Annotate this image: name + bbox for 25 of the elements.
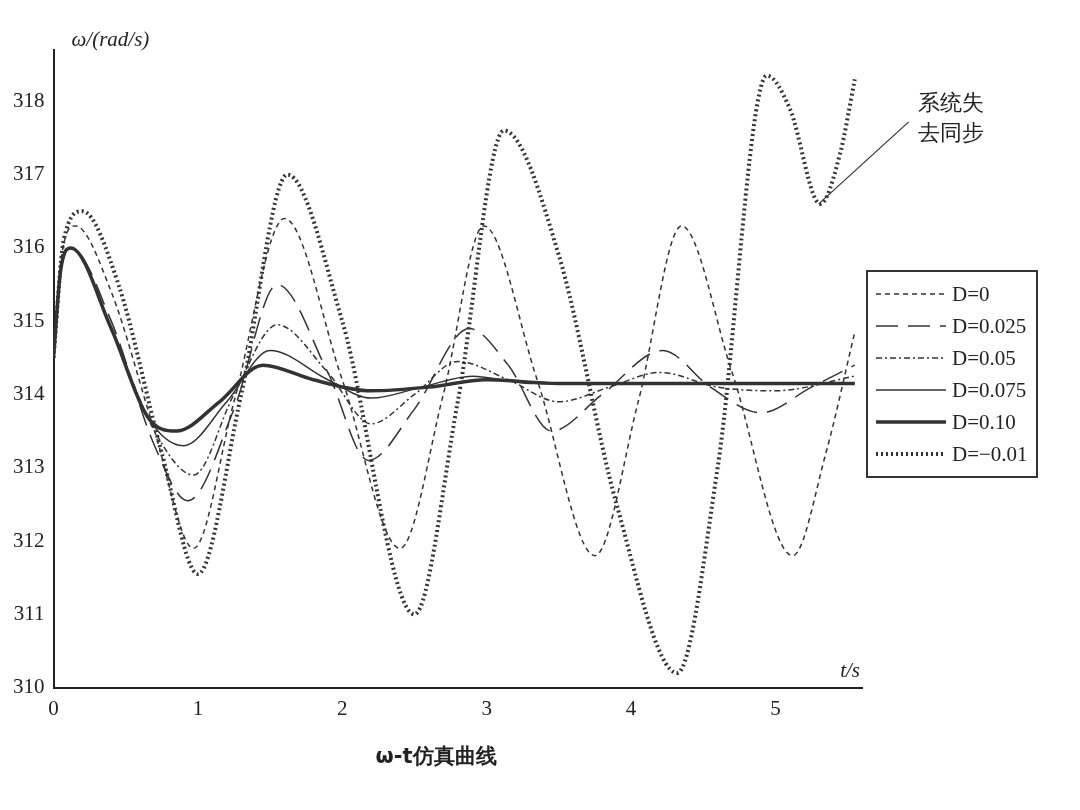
legend-label: D=−0.01 (952, 441, 1028, 467)
x-tick-label: 3 (481, 695, 492, 720)
legend-label: D=0.025 (952, 313, 1027, 339)
legend-label: D=0.075 (952, 377, 1027, 403)
annotation: 系统失去同步 (918, 89, 985, 147)
legend-label: D=0.10 (952, 409, 1016, 435)
y-axis-title: ω/(rad/s) (71, 26, 150, 51)
legend-label: D=0.05 (952, 345, 1016, 371)
x-tick-label: 2 (337, 695, 348, 720)
x-tick-label: 1 (192, 695, 204, 720)
legend-label: D=0 (952, 281, 990, 307)
x-tick-label: 4 (625, 695, 637, 720)
y-tick-label: 311 (13, 600, 45, 625)
x-tick-label: 0 (48, 695, 59, 720)
y-tick-label: 310 (13, 674, 45, 699)
text: ω-t仿真曲线 (375, 743, 497, 768)
x-tick-label: 5 (770, 695, 781, 720)
y-tick-label: 318 (13, 87, 45, 112)
y-tick-label: 313 (13, 454, 45, 479)
y-tick-label: 312 (13, 527, 45, 552)
x-axis-title: t/s (840, 657, 860, 682)
y-tick-label: 314 (13, 380, 45, 405)
y-tick-label: 317 (13, 161, 45, 186)
y-tick-label: 316 (13, 234, 45, 259)
y-tick-label: 315 (13, 307, 45, 332)
